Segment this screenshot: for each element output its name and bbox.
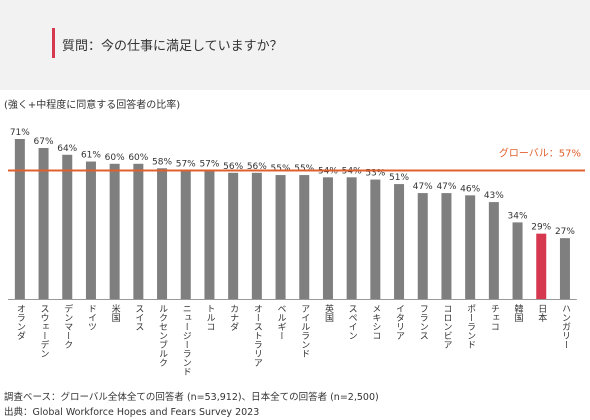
bar	[346, 177, 357, 299]
category-label: オランダ	[15, 304, 26, 340]
bar	[85, 161, 96, 299]
category-label: ルクセンブルク	[157, 304, 168, 367]
bar	[251, 172, 262, 299]
category-label: スウェーデン	[39, 304, 50, 358]
category-label: メキシコ	[370, 304, 380, 340]
category-label: ハンガリー	[560, 304, 571, 349]
bar	[204, 170, 215, 299]
category-label: イタリア	[394, 304, 405, 340]
bar	[14, 139, 25, 299]
bar	[488, 202, 499, 299]
reference-line-label: グローバル：57%	[499, 147, 581, 160]
data-label: 71%	[10, 128, 30, 138]
data-label: 61%	[81, 151, 101, 161]
survey-base-note: 調査ベース：グローバル全体全ての回答者 (n=53,912)、日本全ての回答者 …	[4, 392, 379, 403]
data-label: 55%	[294, 164, 314, 174]
bar	[441, 193, 452, 299]
category-label: アイルランド	[299, 304, 310, 358]
data-label: 67%	[34, 137, 54, 147]
data-label: 34%	[508, 211, 528, 221]
category-label: 韓国	[513, 304, 524, 323]
bar	[62, 154, 73, 299]
bar	[322, 177, 333, 299]
data-label: 29%	[531, 223, 551, 233]
category-label: カナダ	[228, 304, 239, 331]
category-label: トルコ	[204, 304, 215, 331]
data-label: 56%	[223, 162, 243, 172]
bar	[180, 170, 191, 299]
bar	[299, 175, 310, 299]
category-label: オーストラリア	[252, 304, 263, 367]
bar	[228, 172, 239, 299]
data-label: 60%	[128, 153, 148, 163]
data-label: 60%	[105, 153, 125, 163]
title-accent-bar	[52, 28, 55, 58]
data-label: 56%	[247, 162, 267, 172]
data-label: 47%	[436, 182, 456, 192]
data-label: 57%	[199, 160, 219, 170]
category-label: 米国	[110, 303, 121, 323]
data-label: 64%	[57, 144, 77, 154]
category-label: ドイツ	[86, 304, 97, 331]
bar	[559, 238, 570, 299]
data-label: 47%	[413, 182, 433, 192]
data-label: 58%	[152, 157, 172, 167]
data-label: 57%	[176, 160, 196, 170]
category-label: 日本	[536, 304, 547, 323]
category-label: スイス	[133, 304, 144, 331]
data-label: 43%	[484, 191, 504, 201]
data-label: 27%	[555, 227, 575, 237]
source-note: 出典：Global Workforce Hopes and Fears Surv…	[4, 407, 260, 418]
category-label: デンマーク	[62, 303, 73, 349]
category-label: コロンビア	[441, 304, 451, 349]
bar	[512, 222, 523, 299]
category-label: フランス	[418, 304, 428, 340]
category-label: チェコ	[489, 304, 500, 331]
data-label: 51%	[389, 173, 409, 183]
bar	[370, 179, 381, 299]
bar	[417, 193, 428, 299]
bar	[275, 175, 286, 299]
category-label: スペイン	[347, 304, 358, 340]
page-title: 質問：今の仕事に満足していますか？	[62, 39, 283, 54]
category-label: ニュージーランド	[181, 304, 192, 376]
bar	[133, 163, 144, 299]
data-label: 55%	[271, 164, 291, 174]
category-label: 英国	[323, 303, 334, 323]
data-label: 46%	[460, 184, 480, 194]
bar	[394, 184, 405, 299]
chart-subtitle: (強く+中程度に同意する回答者の比率)	[4, 100, 181, 111]
data-label: 53%	[365, 169, 385, 179]
bar	[465, 195, 476, 299]
bar	[536, 233, 547, 299]
bar	[38, 148, 49, 299]
bar	[157, 168, 168, 299]
header-band	[0, 0, 590, 90]
bar	[109, 163, 120, 299]
category-label: ポーランド	[465, 304, 476, 349]
category-label: ベルギー	[276, 304, 287, 340]
